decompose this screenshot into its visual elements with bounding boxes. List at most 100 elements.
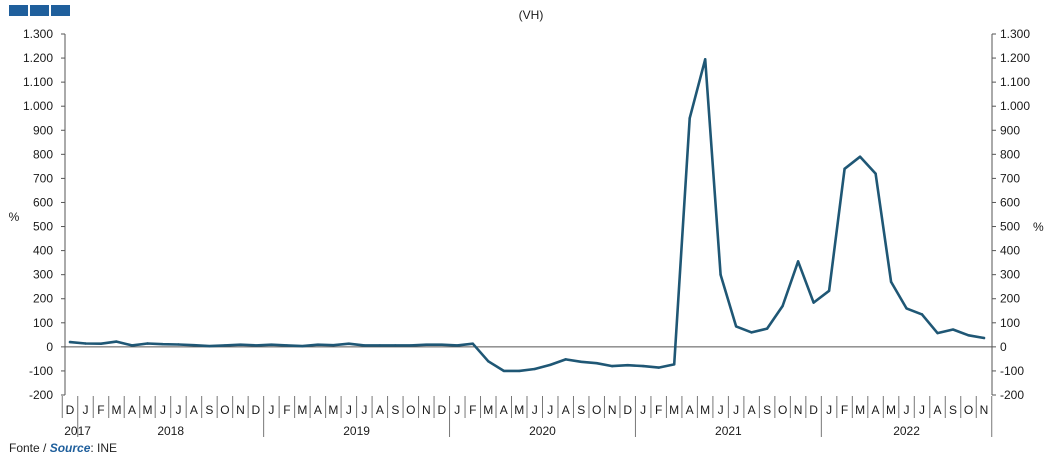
y-tick-label-right: 700 bbox=[1000, 171, 1020, 185]
x-tick-label-month: J bbox=[718, 403, 724, 417]
x-tick-label-month: S bbox=[763, 403, 771, 417]
x-tick-label-month: M bbox=[855, 403, 865, 417]
y-tick-label-right: -100 bbox=[1000, 364, 1024, 378]
y-tick-label-left: 800 bbox=[33, 147, 53, 161]
source-word: Source bbox=[49, 441, 91, 455]
x-tick-label-month: S bbox=[949, 403, 957, 417]
data-point bbox=[130, 344, 134, 347]
y-tick-label-right: 900 bbox=[1000, 123, 1020, 137]
data-point bbox=[518, 369, 521, 373]
x-tick-label-month: M bbox=[142, 403, 152, 417]
data-point bbox=[99, 342, 103, 345]
data-point bbox=[270, 343, 273, 346]
x-tick-label-month: N bbox=[980, 403, 989, 417]
x-year-label: 2021 bbox=[715, 424, 742, 438]
data-point bbox=[920, 313, 924, 316]
y-tick-label-left: 400 bbox=[33, 244, 53, 258]
y-axis-label-right: % bbox=[1033, 220, 1044, 234]
data-point bbox=[487, 360, 490, 363]
x-tick-label-month: M bbox=[886, 403, 896, 417]
x-tick-label-month: M bbox=[297, 403, 307, 417]
data-point bbox=[502, 369, 505, 373]
y-tick-label-left: 1.000 bbox=[23, 99, 53, 113]
data-point bbox=[765, 327, 769, 330]
x-year-label: 2022 bbox=[893, 424, 920, 438]
logo-block-3 bbox=[51, 5, 70, 16]
y-tick-label-right: 800 bbox=[1000, 147, 1020, 161]
x-tick-label-month: D bbox=[623, 403, 632, 417]
x-tick-label-month: J bbox=[904, 403, 910, 417]
x-tick-label-month: S bbox=[205, 403, 213, 417]
data-point bbox=[208, 344, 211, 348]
x-tick-label-month: O bbox=[220, 403, 229, 417]
source-prefix: Fonte / bbox=[9, 441, 50, 455]
y-tick-label-right: 100 bbox=[1000, 316, 1020, 330]
data-point bbox=[378, 344, 382, 347]
data-point bbox=[951, 328, 955, 331]
data-point bbox=[115, 340, 118, 343]
series-layer bbox=[68, 57, 986, 373]
data-point bbox=[611, 364, 614, 368]
data-point bbox=[936, 331, 939, 335]
x-tick-label-month: M bbox=[483, 403, 493, 417]
data-point bbox=[409, 344, 413, 347]
x-tick-label-month: F bbox=[469, 403, 476, 417]
data-point bbox=[425, 343, 428, 346]
y-tick-label-left: 0 bbox=[46, 340, 53, 354]
data-point bbox=[858, 155, 862, 158]
logo-block-1 bbox=[9, 5, 28, 16]
y-tick-label-left: 1.100 bbox=[23, 75, 53, 89]
x-tick-label-month: D bbox=[809, 403, 818, 417]
data-point bbox=[657, 366, 660, 369]
data-point bbox=[363, 344, 366, 347]
x-tick-label-month: J bbox=[361, 403, 367, 417]
x-tick-label-month: D bbox=[252, 403, 261, 417]
x-tick-label-month: J bbox=[919, 403, 925, 417]
data-point bbox=[812, 301, 815, 304]
logo-block-2 bbox=[30, 5, 49, 16]
x-tick-label-month: J bbox=[268, 403, 274, 417]
x-tick-label-month: F bbox=[655, 403, 662, 417]
data-point bbox=[905, 307, 908, 310]
y-tick-label-left: 700 bbox=[33, 171, 53, 185]
y-tick-label-right: 500 bbox=[1000, 220, 1020, 234]
data-point bbox=[394, 344, 397, 347]
data-point bbox=[982, 336, 986, 340]
x-tick-label-month: J bbox=[454, 403, 460, 417]
y-tick-label-right: -200 bbox=[1000, 388, 1024, 402]
data-point bbox=[533, 367, 536, 371]
data-point bbox=[827, 289, 831, 292]
x-tick-label-month: J bbox=[547, 403, 553, 417]
x-tick-label-month: J bbox=[82, 403, 88, 417]
data-point bbox=[471, 342, 474, 345]
x-tick-label-month: J bbox=[640, 403, 646, 417]
x-tick-label-month: N bbox=[236, 403, 245, 417]
x-tick-label-month: J bbox=[160, 403, 166, 417]
x-tick-label-month: A bbox=[748, 403, 756, 417]
series-line bbox=[68, 57, 986, 373]
x-tick-label-month: J bbox=[733, 403, 739, 417]
data-point bbox=[161, 343, 165, 346]
x-tick-label-month: S bbox=[577, 403, 585, 417]
x-tick-label-month: M bbox=[111, 403, 121, 417]
x-tick-label-month: M bbox=[700, 403, 710, 417]
data-point bbox=[719, 273, 722, 276]
data-point bbox=[672, 363, 676, 366]
data-point bbox=[239, 343, 242, 346]
data-point bbox=[967, 334, 970, 337]
x-tick-label-month: M bbox=[514, 403, 524, 417]
x-year-label: 2018 bbox=[157, 424, 184, 438]
y-tick-label-left: 1.200 bbox=[23, 51, 53, 65]
x-tick-label-month: J bbox=[346, 403, 352, 417]
y-tick-label-left: 200 bbox=[33, 292, 53, 306]
data-point bbox=[564, 358, 567, 361]
x-tick-label-month: A bbox=[376, 403, 384, 417]
data-point bbox=[177, 343, 180, 346]
chart-title: (VH) bbox=[519, 8, 544, 22]
x-tick-label-month: J bbox=[826, 403, 832, 417]
data-point bbox=[223, 344, 227, 347]
y-tick-label-left: 100 bbox=[33, 316, 53, 330]
x-tick-label-month: O bbox=[964, 403, 973, 417]
y-tick-label-right: 600 bbox=[1000, 195, 1020, 209]
data-point bbox=[889, 280, 893, 284]
